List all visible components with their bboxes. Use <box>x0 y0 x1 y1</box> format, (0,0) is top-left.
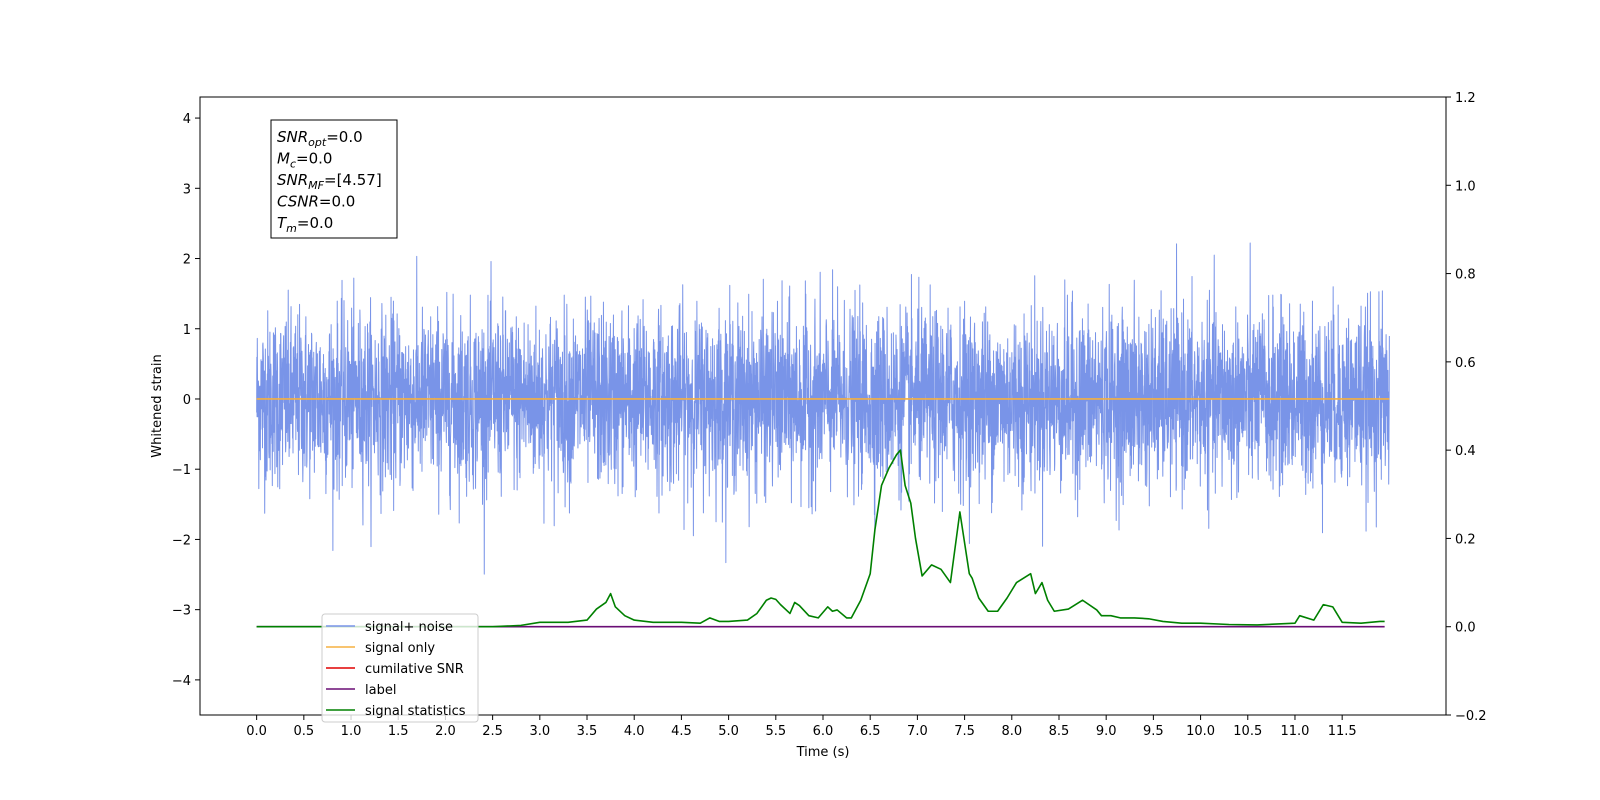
annotation-frame <box>270 119 398 239</box>
y-tick-label: 0 <box>183 393 191 408</box>
y2-tick-label: 0.4 <box>1455 444 1476 459</box>
x-tick-label: 7.5 <box>954 724 975 739</box>
x-tick-label: 8.0 <box>1001 724 1022 739</box>
x-tick-label: 6.0 <box>813 724 834 739</box>
y-tick-label: −1 <box>172 463 191 478</box>
legend-entry: label <box>365 683 396 698</box>
y-tick-label: 1 <box>183 323 191 338</box>
x-tick-label: 1.0 <box>341 724 362 739</box>
x-tick-label: 1.5 <box>388 724 409 739</box>
x-tick-label: 7.0 <box>907 724 928 739</box>
x-tick-label: 5.5 <box>765 724 786 739</box>
x-tick-label: 4.5 <box>671 724 692 739</box>
series-signal-statistics-line <box>256 449 1385 628</box>
y-tick-label: 2 <box>183 253 191 268</box>
x-tick-label: 2.0 <box>435 724 456 739</box>
legend-entry: signal statistics <box>365 704 466 719</box>
y2-tick-label: 0.8 <box>1455 268 1476 283</box>
y-tick-label: −2 <box>172 533 191 548</box>
annotation-line: CSNR=0.0 <box>277 193 355 211</box>
legend-entry: signal+ noise <box>365 620 453 635</box>
x-tick-label: 6.5 <box>860 724 881 739</box>
x-tick-label: 2.5 <box>482 724 503 739</box>
y2-tick-label: −0.2 <box>1455 709 1487 724</box>
y2-tick-label: 0.6 <box>1455 356 1476 371</box>
y-axis-right: −0.2 0.0 0.2 0.4 0.6 0.8 1.0 1.2 <box>1446 91 1487 724</box>
y-axis-label: Whitened strain <box>150 354 165 457</box>
annotation-line: Mc=0.0 <box>277 150 332 171</box>
x-tick-label: 0.5 <box>293 724 314 739</box>
y-tick-label: −4 <box>172 674 191 689</box>
y2-tick-label: 0.0 <box>1455 621 1476 636</box>
x-tick-label: 3.0 <box>529 724 550 739</box>
y-tick-label: 3 <box>183 182 191 197</box>
x-tick-label: 9.5 <box>1143 724 1164 739</box>
x-tick-label: 4.0 <box>624 724 645 739</box>
y2-tick-label: 1.0 <box>1455 179 1476 194</box>
y-tick-label: −3 <box>172 604 191 619</box>
x-tick-label: 10.5 <box>1233 724 1262 739</box>
legend-frame <box>321 613 479 723</box>
annotation-line: SNRMF=[4.57] <box>277 171 382 192</box>
y2-tick-label: 1.2 <box>1455 91 1476 106</box>
x-tick-label: 11.0 <box>1280 724 1309 739</box>
legend-entry: cumilative SNR <box>365 662 464 677</box>
annotation-line: Tm=0.0 <box>277 214 333 235</box>
x-tick-label: 5.0 <box>718 724 739 739</box>
y-tick-label: 4 <box>183 112 191 127</box>
x-tick-label: 3.5 <box>577 724 598 739</box>
x-axis-label: Time (s) <box>796 745 850 760</box>
annotation-line: SNRopt=0.0 <box>277 128 363 149</box>
x-tick-label: 8.5 <box>1049 724 1070 739</box>
legend: signal+ noise signal only cumilative SNR la… <box>321 613 479 723</box>
x-tick-label: 9.0 <box>1096 724 1117 739</box>
y-axis-left: −4 −3 −2 −1 0 1 2 3 4 <box>172 112 200 689</box>
series-signal-noise-line <box>256 242 1390 575</box>
x-tick-label: 10.0 <box>1186 724 1215 739</box>
y2-tick-label: 0.2 <box>1455 532 1476 547</box>
legend-entry: signal only <box>365 641 435 656</box>
x-tick-label: 11.5 <box>1328 724 1357 739</box>
x-tick-label: 0.0 <box>246 724 267 739</box>
x-axis: 0.0 0.5 1.0 1.5 2.0 2.5 3.0 3.5 4.0 4.5 5.0 5.5 6.0 6… <box>246 715 1357 739</box>
